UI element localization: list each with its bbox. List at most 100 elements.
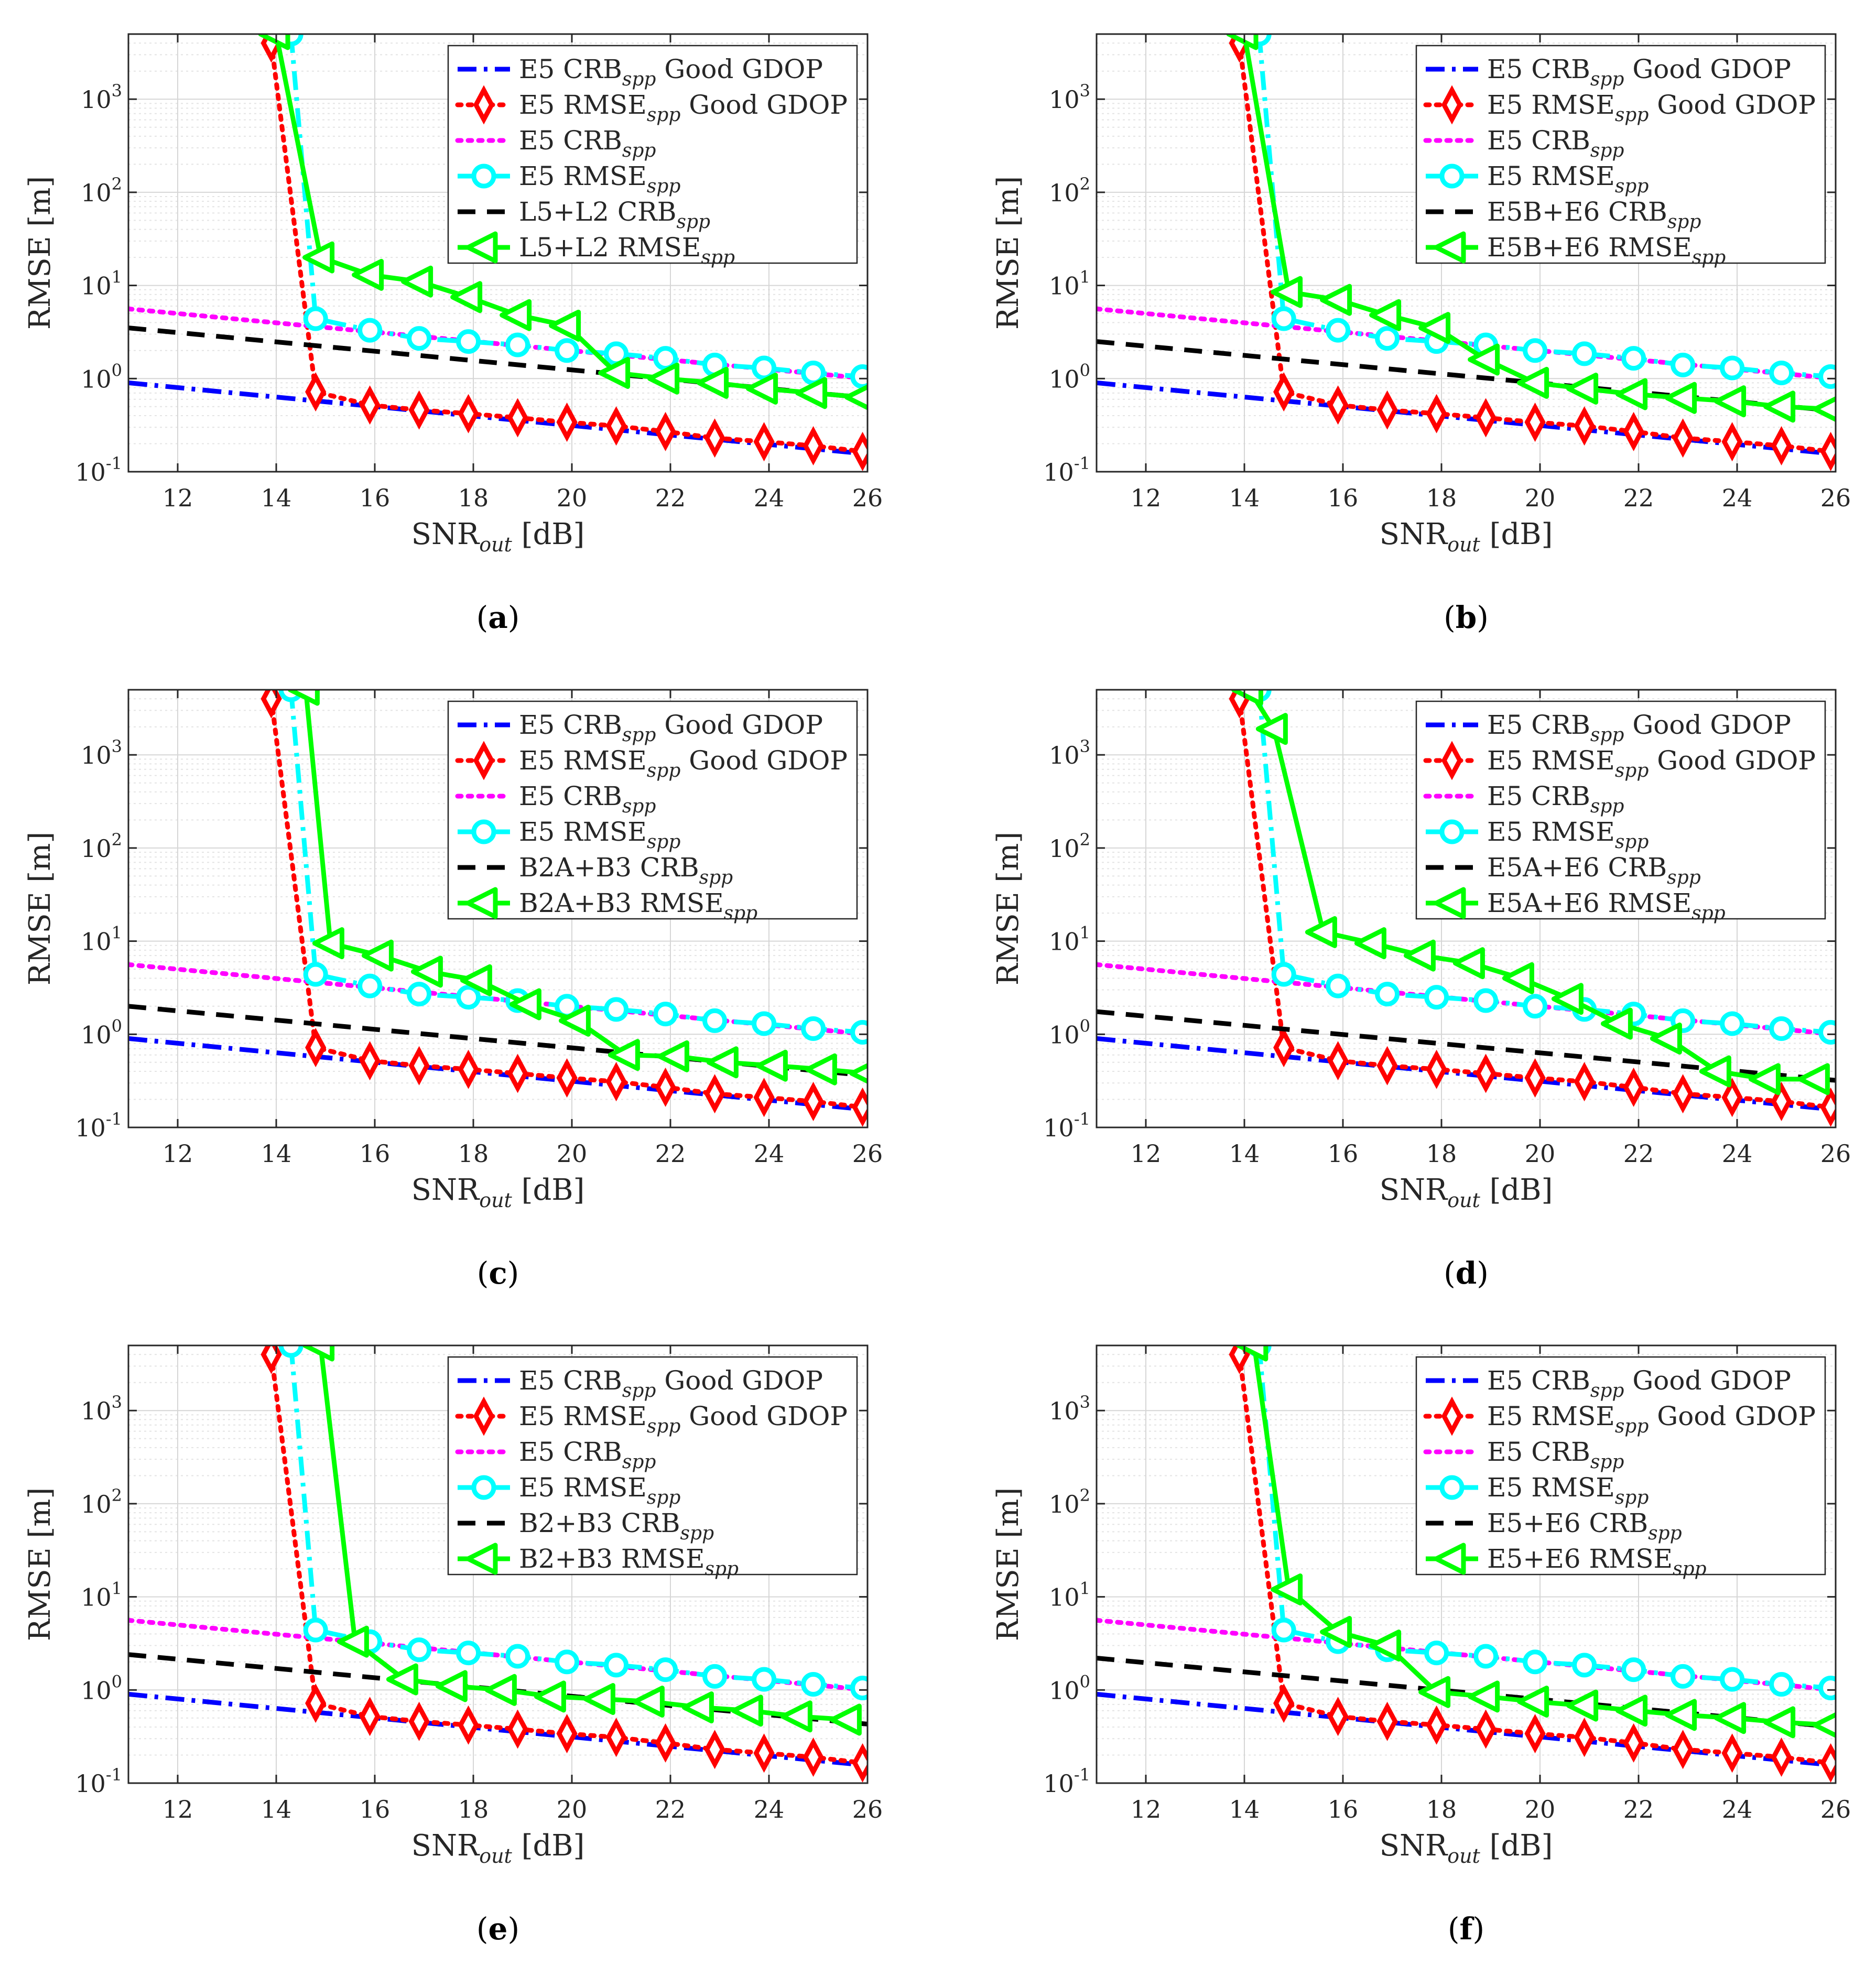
data-point-3-9 <box>1671 352 1696 377</box>
series-line-0 <box>1097 1036 1836 1112</box>
series-group <box>128 34 867 471</box>
y-tick-label: 10-1 <box>1043 1109 1090 1142</box>
data-point-5-2 <box>1320 1616 1352 1648</box>
data-point-1-6 <box>1524 1714 1546 1754</box>
data-point-3-10 <box>1720 1011 1745 1036</box>
panel-caption: (d) <box>1444 1255 1489 1291</box>
data-point-1-7 <box>1574 1718 1595 1757</box>
legend-box <box>447 1356 858 1576</box>
legend-entry-2: E5 CRBspp <box>519 1437 656 1473</box>
legend-marker-5 <box>1434 1543 1466 1575</box>
data-point-3-6 <box>1523 994 1548 1019</box>
y-tick-label: 100 <box>1049 360 1090 393</box>
legend-entry-2: E5 CRBspp <box>1487 1437 1624 1473</box>
data-point-5-9 <box>1665 1699 1697 1731</box>
y-axis-label: RMSE [m] <box>23 1488 57 1641</box>
x-tick-label: 22 <box>1623 1795 1654 1823</box>
data-point-3-3 <box>407 982 432 1007</box>
chart-panel-b: 12 14 16 18 20 22 24 26 10-1 100 101 102 103 RMSE [m]… <box>991 33 1851 635</box>
legend-entry-0: E5 CRBspp Good GDOP <box>1487 54 1791 90</box>
data-point-3-8 <box>653 1657 678 1682</box>
data-point-5-1 <box>302 241 335 274</box>
series-group <box>1097 1345 1836 1783</box>
x-tick-label: 20 <box>1525 484 1556 512</box>
data-point-5-11 <box>1763 390 1796 423</box>
data-point-1-3 <box>408 1046 430 1085</box>
data-point-1-8 <box>1623 411 1644 451</box>
legend-box <box>1415 1356 1826 1576</box>
data-point-1-8 <box>655 1723 676 1763</box>
data-point-5-4 <box>484 1674 517 1706</box>
data-point-5-6 <box>1517 1686 1549 1718</box>
data-point-1-4 <box>1426 394 1447 433</box>
legend-entry-3: E5 RMSEspp <box>519 161 680 197</box>
series-line-0 <box>1097 380 1836 457</box>
x-tick-label: 24 <box>1722 1139 1753 1168</box>
data-point-5-12 <box>1813 1712 1836 1738</box>
data-point-1-6 <box>1524 1058 1546 1098</box>
y-tick-label: 10-1 <box>75 1109 122 1142</box>
data-point-5-1 <box>1271 1573 1303 1606</box>
data-point-3-10 <box>1720 355 1745 381</box>
data-point-3-1 <box>1271 1617 1296 1643</box>
data-point-1-1 <box>305 1684 327 1723</box>
x-tick-label: 14 <box>261 1795 292 1823</box>
data-point-5-1 <box>1271 276 1303 308</box>
data-point-5-7 <box>632 1686 665 1718</box>
legend-marker-1 <box>1441 85 1463 125</box>
data-point-5-10 <box>1699 1055 1731 1088</box>
data-point-1-8 <box>655 411 676 451</box>
data-point-5-10 <box>755 1049 788 1082</box>
x-tick-label: 16 <box>1328 1795 1359 1823</box>
x-tick-label: 26 <box>1820 1139 1851 1168</box>
data-point-3-5 <box>1473 1644 1499 1669</box>
x-axis-label: SNRout [dB] <box>1380 1829 1553 1868</box>
data-point-3-5 <box>505 1644 530 1669</box>
data-point-1-7 <box>605 1718 627 1757</box>
data-point-3-1 <box>303 306 328 331</box>
data-point-5-8 <box>1600 1007 1633 1040</box>
x-tick-label: 14 <box>1229 1139 1260 1168</box>
data-point-3-6 <box>1523 1649 1548 1675</box>
data-point-3-11 <box>801 1016 826 1041</box>
data-point-3-12 <box>850 1020 867 1045</box>
data-point-3-1 <box>1271 306 1296 331</box>
data-point-5-0 <box>287 690 320 706</box>
data-point-3-3 <box>407 1637 432 1663</box>
data-point-5-9 <box>1650 1022 1682 1055</box>
data-point-1-6 <box>1524 403 1546 442</box>
data-point-1-4 <box>458 1705 479 1745</box>
legend-entry-3: E5 RMSEspp <box>519 817 680 853</box>
x-tick-label: 26 <box>1820 1795 1851 1823</box>
data-point-5-10 <box>746 372 778 405</box>
data-point-3-9 <box>1671 1664 1696 1689</box>
data-point-1-4 <box>1426 1705 1447 1745</box>
series-group <box>128 1345 867 1783</box>
y-tick-label: 101 <box>1049 1579 1090 1612</box>
data-point-1-5 <box>1475 1709 1497 1749</box>
y-tick-label: 10-1 <box>75 1765 122 1798</box>
data-point-1-10 <box>753 422 775 462</box>
axes-frame <box>1096 689 1837 1128</box>
x-tick-label: 26 <box>1820 484 1851 512</box>
legend-entry-2: E5 CRBspp <box>519 781 656 817</box>
x-tick-label: 16 <box>360 484 391 512</box>
data-point-1-12 <box>1820 1087 1836 1127</box>
data-point-5-4 <box>1403 939 1436 972</box>
data-point-5-4 <box>1418 1676 1451 1708</box>
legend-marker-1 <box>473 1396 495 1436</box>
chart-panel-d: 12 14 16 18 20 22 24 26 10-1 100 101 102 103 RMSE [m]… <box>991 689 1851 1291</box>
data-point-5-6 <box>549 309 581 342</box>
data-point-1-6 <box>556 1714 578 1754</box>
panel-caption: (c) <box>477 1255 519 1291</box>
y-tick-label: 101 <box>81 1579 122 1612</box>
legend-marker-5 <box>465 231 498 264</box>
data-point-1-4 <box>1426 1049 1447 1089</box>
data-point-1-12 <box>852 1087 867 1127</box>
y-axis-label: RMSE [m] <box>991 1488 1025 1641</box>
data-point-3-12 <box>850 364 867 389</box>
data-point-3-7 <box>1572 1653 1597 1678</box>
x-tick-label: 16 <box>360 1139 391 1168</box>
